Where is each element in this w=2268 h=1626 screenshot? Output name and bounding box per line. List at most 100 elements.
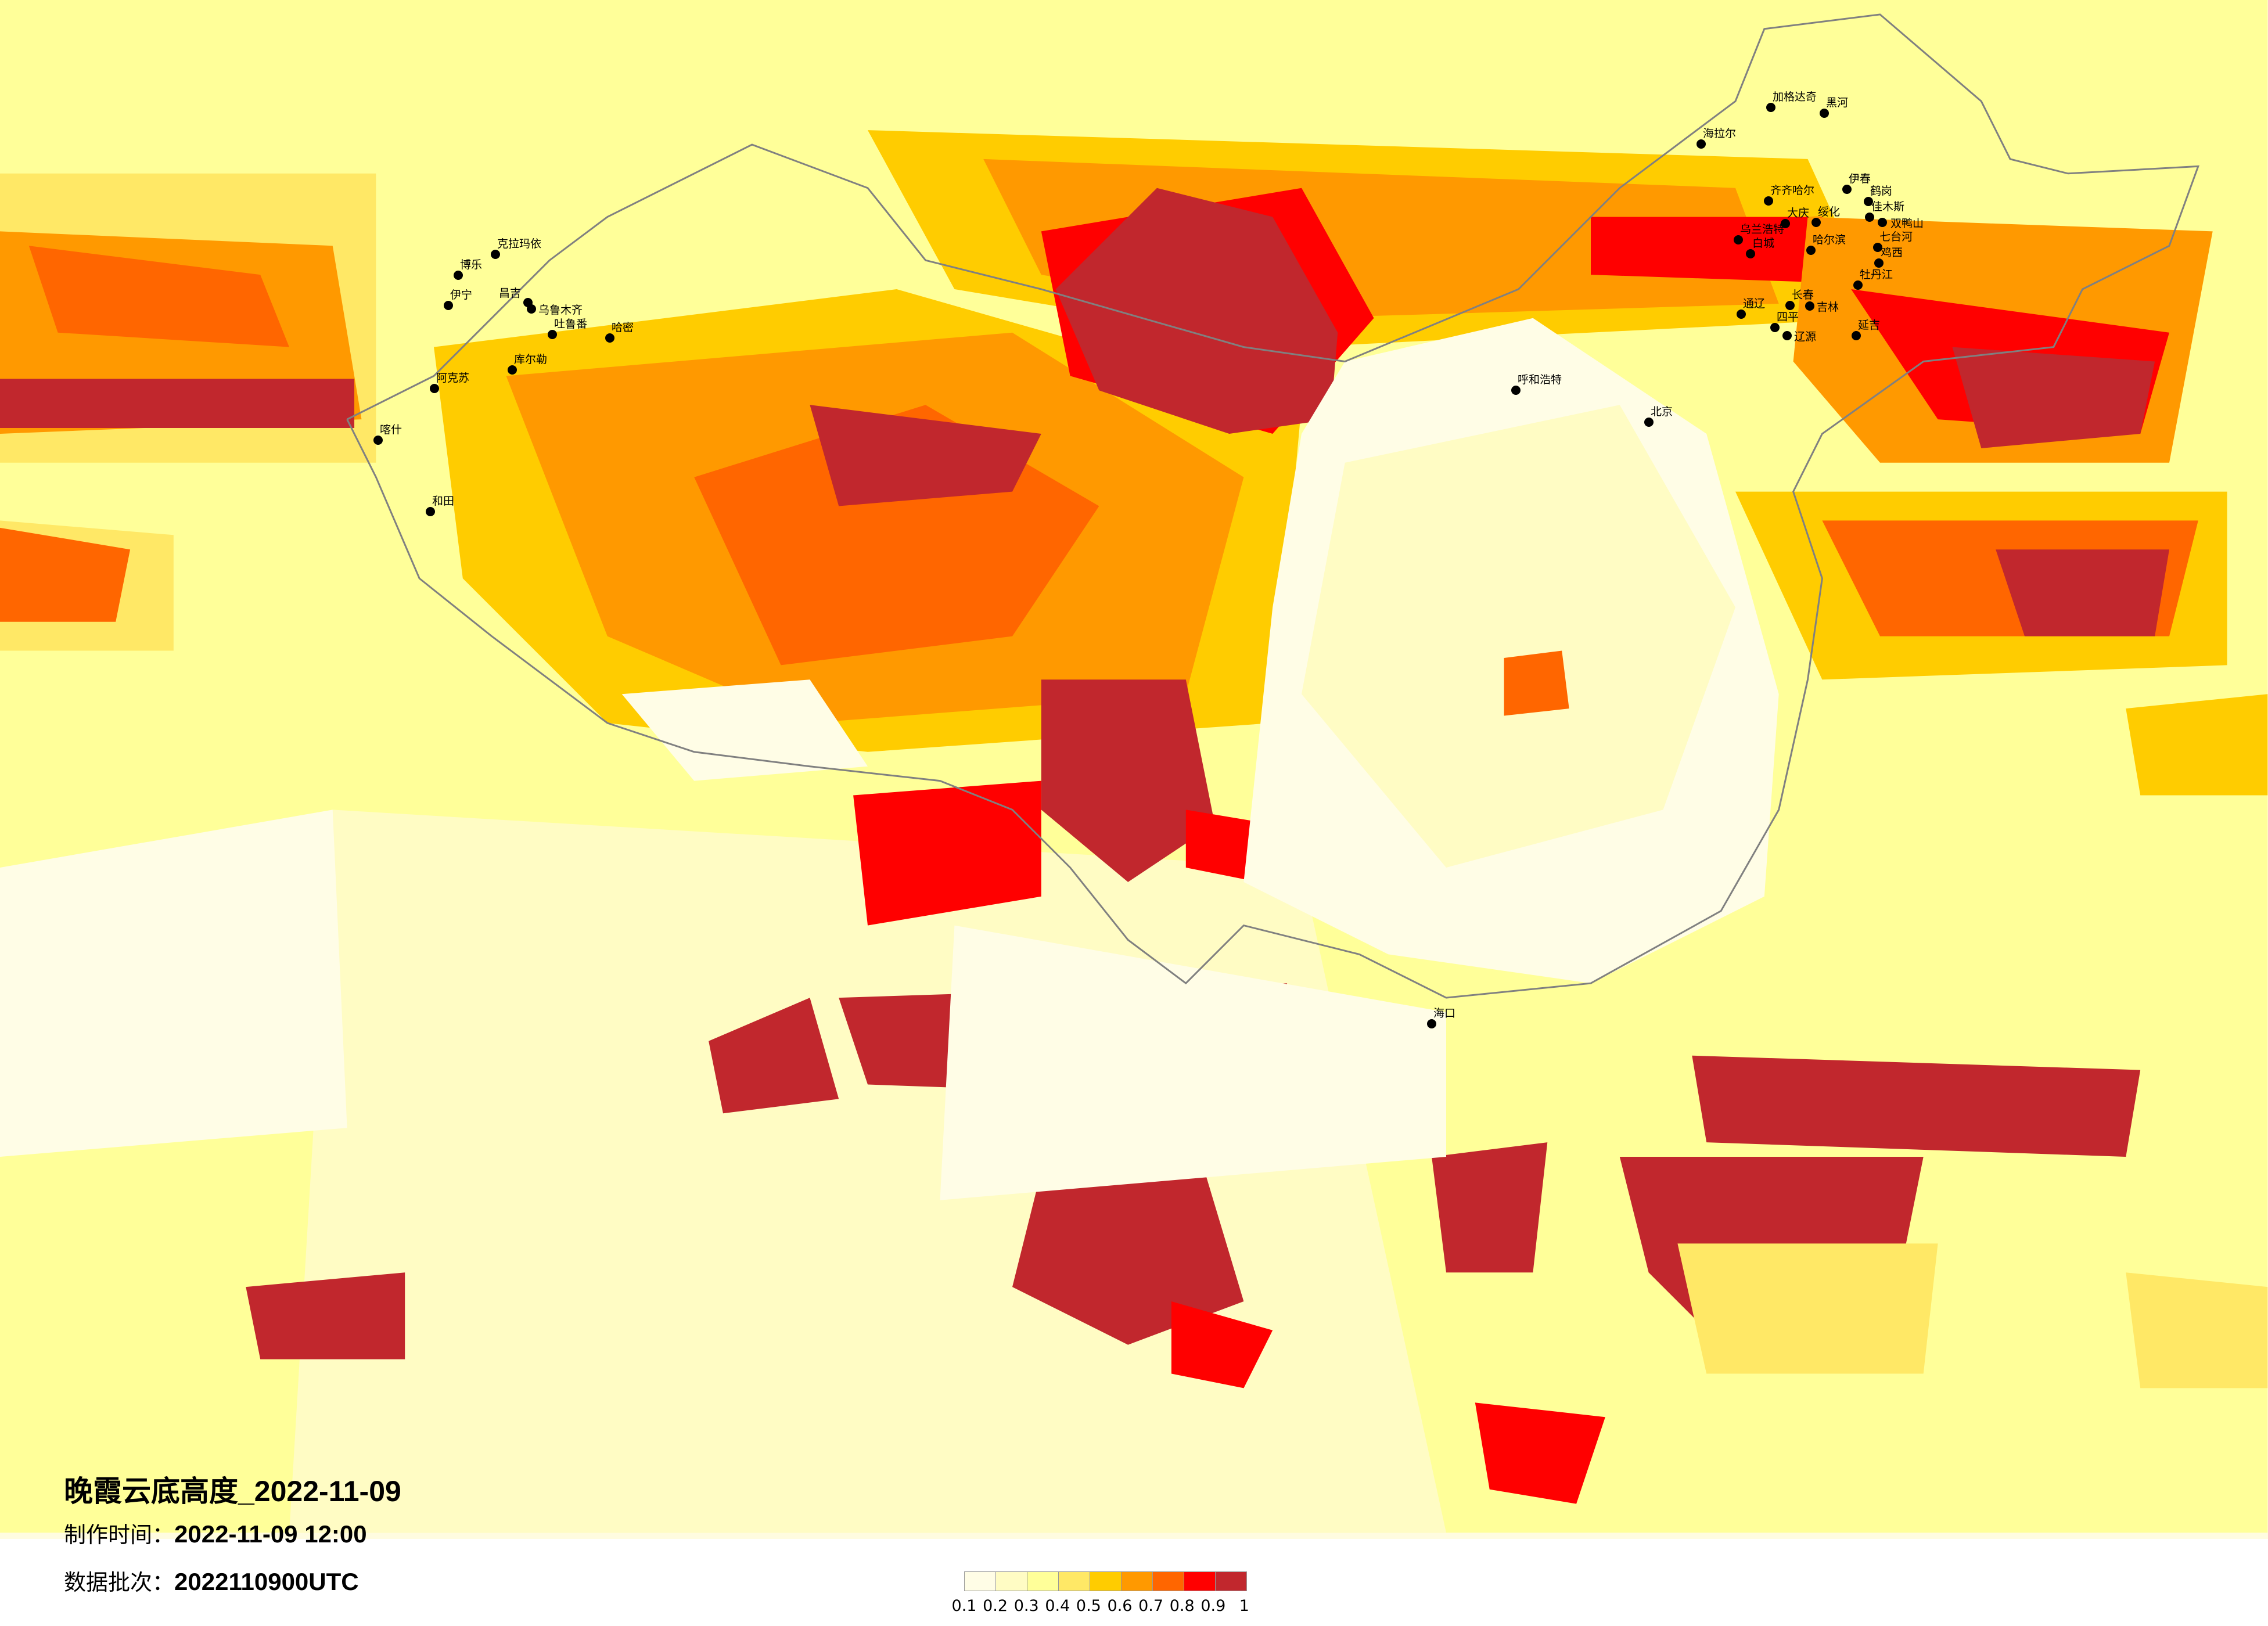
- city-dot: [1820, 109, 1829, 118]
- cloud-region: [1432, 1142, 1548, 1273]
- cloud-region: [621, 679, 868, 781]
- city-marker: 北京: [1644, 405, 1673, 427]
- city-marker: 伊春: [1842, 172, 1871, 194]
- city-marker: 呼和浩特: [1511, 373, 1562, 395]
- cloud-region: [1041, 679, 1215, 882]
- legend-tick-label: 0.6: [1107, 1597, 1133, 1615]
- city-dot: [454, 271, 463, 280]
- city-dot: [1864, 197, 1873, 206]
- city-label: 鸡西: [1881, 246, 1903, 259]
- city-label: 喀什: [380, 423, 402, 436]
- cloud-region: [2126, 1272, 2268, 1388]
- city-marker: 哈尔滨: [1806, 233, 1846, 255]
- cloud-region: [0, 810, 347, 1157]
- production-time-label: 制作时间：: [64, 1522, 175, 1548]
- legend-swatch: [996, 1572, 1027, 1591]
- cloud-region: [709, 998, 839, 1114]
- legend-tick-label: 0.4: [1045, 1597, 1070, 1615]
- city-label: 哈密: [612, 321, 634, 334]
- cloud-region: [1012, 1157, 1244, 1345]
- legend-tick-label: 0.2: [983, 1597, 1008, 1615]
- city-marker: 海口: [1427, 1007, 1455, 1028]
- city-label: 延吉: [1858, 319, 1880, 332]
- city-marker: 海拉尔: [1696, 127, 1736, 149]
- cloud-region: [0, 527, 131, 622]
- city-label: 伊宁: [450, 289, 472, 301]
- city-marker: 延吉: [1852, 319, 1880, 340]
- city-label: 库尔勒: [514, 353, 547, 366]
- city-dot: [1865, 213, 1874, 222]
- city-label: 七台河: [1879, 231, 1913, 243]
- legend-tick-label: 0.1: [951, 1597, 977, 1615]
- cloud-region: [940, 925, 1446, 1200]
- heatmap-layer: [0, 0, 2268, 1533]
- city-label: 吉林: [1817, 301, 1839, 314]
- city-label: 北京: [1651, 405, 1673, 418]
- city-label: 四平: [1777, 311, 1799, 323]
- city-dot: [1770, 323, 1780, 332]
- city-marker: 喀什: [373, 423, 402, 445]
- city-dot: [1785, 301, 1795, 310]
- legend-swatch: [1059, 1572, 1090, 1591]
- cloud-region: [1475, 1402, 1605, 1504]
- city-marker: 阿克苏: [430, 372, 469, 393]
- city-marker: 鹤岗: [1864, 185, 1892, 206]
- city-marker: 加格达奇: [1766, 91, 1817, 112]
- city-label: 吐鲁番: [554, 318, 587, 330]
- city-marker: 乌兰浩特: [1734, 223, 1784, 244]
- city-label: 海拉尔: [1703, 127, 1736, 140]
- legend-tick-label: 0.7: [1138, 1597, 1164, 1615]
- city-dot: [1874, 258, 1884, 268]
- city-dot: [1878, 218, 1887, 227]
- city-dot: [1511, 386, 1521, 395]
- color-legend: [964, 1571, 1247, 1591]
- city-marker: 和田: [426, 495, 454, 516]
- city-marker: 大庆: [1781, 207, 1809, 228]
- city-label: 加格达奇: [1773, 91, 1817, 103]
- city-label: 通辽: [1743, 297, 1765, 310]
- cloud-region: [28, 246, 290, 347]
- city-label: 呼和浩特: [1518, 373, 1562, 386]
- city-dot: [1853, 280, 1863, 290]
- city-marker: 白城: [1746, 237, 1774, 258]
- city-marker: 克拉玛依: [491, 238, 541, 259]
- city-dot: [1782, 331, 1792, 340]
- city-marker: 牡丹江: [1853, 268, 1893, 290]
- city-dot: [1805, 301, 1814, 311]
- production-time: 制作时间：2022-11-09 12:00: [64, 1517, 367, 1549]
- city-label: 黑河: [1826, 96, 1848, 109]
- city-label: 辽源: [1794, 330, 1816, 343]
- city-dot: [1873, 243, 1882, 252]
- city-dot: [1427, 1019, 1436, 1028]
- cloud-region: [853, 780, 1041, 926]
- cloud-region: [1996, 549, 2169, 636]
- city-dot: [373, 436, 383, 445]
- cloud-region: [1692, 1055, 2141, 1157]
- city-label: 绥化: [1818, 206, 1840, 218]
- city-dot: [1746, 249, 1755, 258]
- city-label: 阿克苏: [436, 372, 469, 384]
- city-dot: [1842, 185, 1852, 194]
- legend-tick-label: 0.8: [1169, 1597, 1195, 1615]
- cloud-region: [1677, 1243, 1938, 1374]
- city-label: 双鸭山: [1890, 217, 1924, 230]
- city-dot: [1811, 218, 1821, 227]
- legend-tick-label: 0.9: [1201, 1597, 1226, 1615]
- city-marker: 乌鲁木齐: [527, 304, 583, 316]
- city-label: 齐齐哈尔: [1770, 184, 1814, 197]
- cloud-region: [1952, 347, 2155, 448]
- city-dot: [491, 250, 500, 259]
- city-dot: [527, 304, 536, 314]
- data-batch-value: 2022110900UTC: [174, 1568, 359, 1595]
- legend-swatch: [965, 1572, 996, 1591]
- city-label: 克拉玛依: [497, 238, 541, 250]
- city-label: 白城: [1752, 237, 1774, 250]
- city-dot: [1766, 103, 1775, 112]
- legend-tick-label: 0.5: [1076, 1597, 1101, 1615]
- city-label: 海口: [1433, 1007, 1455, 1020]
- legend-swatch: [1153, 1572, 1184, 1591]
- city-marker: 哈密: [605, 321, 634, 343]
- legend-swatch: [1122, 1572, 1153, 1591]
- city-marker: 博乐: [454, 258, 482, 280]
